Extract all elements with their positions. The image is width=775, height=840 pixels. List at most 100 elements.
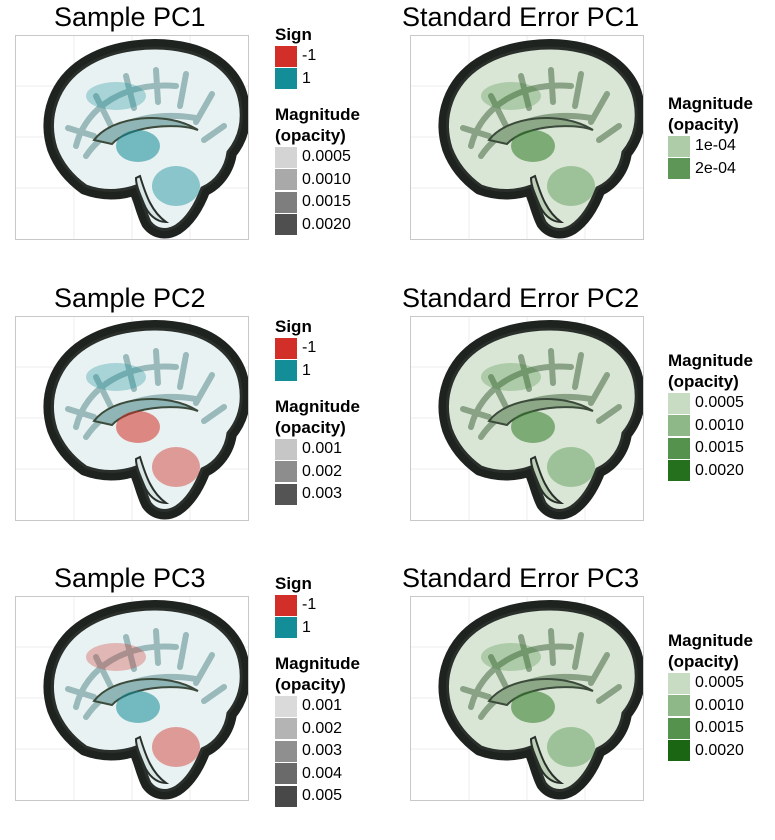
legend-label: 0.0015 <box>695 439 744 457</box>
activation-cerebellum <box>547 166 595 206</box>
activation-cortex <box>86 643 146 671</box>
brainstem <box>134 174 170 224</box>
legend-swatch <box>275 785 297 807</box>
legend-label: 1e-04 <box>695 137 736 155</box>
legend-label: 0.0005 <box>695 674 744 692</box>
legend-label: 0.005 <box>302 787 343 805</box>
panel-title-se-pc1: Standard Error PC1 <box>402 2 640 32</box>
legend-label: 0.0020 <box>695 461 744 479</box>
legend-title: Magnitude <box>275 105 360 124</box>
legend-entry: 0.002 <box>275 461 360 484</box>
brain-map-svg <box>411 317 643 520</box>
activation-cerebellum <box>152 727 200 767</box>
activation-cortex <box>481 363 541 391</box>
legend-label: 0.004 <box>302 764 343 782</box>
legend-swatch <box>668 135 690 157</box>
legend-title: Magnitude <box>668 631 753 650</box>
legend-label: -1 <box>302 339 317 357</box>
legend-swatch <box>275 360 297 382</box>
legend-entry: -1 <box>275 594 360 617</box>
legend-label: 1 <box>302 69 311 87</box>
legend-entry: 0.002 <box>275 718 360 741</box>
legend-label: 0.0020 <box>695 741 744 759</box>
legend-title: Sign <box>275 25 312 44</box>
legend-label: 0.0010 <box>695 416 744 434</box>
legend-entry: 0.0005 <box>668 672 753 695</box>
legend-entry: 0.004 <box>275 763 360 786</box>
legend-entry: 0.001 <box>275 695 360 718</box>
legend-label: -1 <box>302 47 317 65</box>
activation-cerebellum <box>547 447 595 487</box>
legend-entry: 0.0010 <box>668 695 753 718</box>
legend-label: 2e-04 <box>695 159 736 177</box>
legend-swatch <box>275 461 297 483</box>
legend-entry: 0.0020 <box>275 214 360 237</box>
panel-title-sample-pc3: Sample PC3 <box>54 563 206 593</box>
legend-swatch <box>275 68 297 90</box>
legend-swatch <box>275 740 297 762</box>
legend-title: Magnitude <box>275 397 360 416</box>
activation-cortex <box>481 643 541 671</box>
activation-thalamus <box>511 411 555 443</box>
legend-label: 0.001 <box>302 697 343 715</box>
legend-label: 0.003 <box>302 485 343 503</box>
activation-thalamus <box>116 411 160 443</box>
brain-map-svg <box>16 36 248 239</box>
legend-entry: 0.0010 <box>668 415 753 438</box>
legend-swatch <box>275 695 297 717</box>
legend-entry: 0.0020 <box>668 460 753 483</box>
legend-swatch <box>668 437 690 459</box>
legend-swatch <box>668 158 690 180</box>
activation-cortex <box>86 363 146 391</box>
sulci <box>460 628 622 720</box>
legend-swatch <box>275 718 297 740</box>
brainstem <box>134 455 170 505</box>
activation-cerebellum <box>152 447 200 487</box>
legend-swatch <box>668 695 690 717</box>
legend-swatch <box>275 763 297 785</box>
legend-entry: 1 <box>275 360 360 383</box>
legend-label: 0.002 <box>302 719 343 737</box>
legend-title: (opacity) <box>668 115 739 134</box>
legend-sample-pc3: Sign -1 1 Magnitude (opacity) 0.001 0.002 0.003… <box>275 573 360 808</box>
legend-entry: 1 <box>275 617 360 640</box>
legend-label: 0.0010 <box>302 170 351 188</box>
legend-label: 0.002 <box>302 462 343 480</box>
plot-area-sample-pc3 <box>15 596 249 801</box>
activation-thalamus <box>116 691 160 723</box>
legend-title: (opacity) <box>275 418 346 437</box>
brain-map-svg <box>411 36 643 239</box>
plot-area-se-pc1 <box>410 35 644 240</box>
legend-swatch <box>275 45 297 67</box>
brainstem <box>529 735 565 785</box>
legend-entry: -1 <box>275 337 360 360</box>
legend-label: 0.0020 <box>302 215 351 233</box>
panel-title-sample-pc1: Sample PC1 <box>54 2 206 32</box>
legend-swatch <box>275 617 297 639</box>
legend-entry: 0.005 <box>275 785 360 808</box>
legend-title: Sign <box>275 317 312 336</box>
legend-swatch <box>275 337 297 359</box>
legend-swatch <box>668 717 690 739</box>
legend-label: 0.003 <box>302 742 343 760</box>
legend-se-pc1: Magnitude (opacity) 1e-04 2e-04 <box>668 93 753 180</box>
legend-entry: 1 <box>275 68 360 91</box>
activation-thalamus <box>116 130 160 162</box>
brainstem <box>529 455 565 505</box>
legend-label: 0.0010 <box>695 696 744 714</box>
legend-label: 0.0005 <box>302 148 351 166</box>
plot-area-sample-pc1 <box>15 35 249 240</box>
activation-cortex <box>481 82 541 110</box>
legend-swatch <box>275 146 297 168</box>
plot-area-sample-pc2 <box>15 316 249 521</box>
legend-entry: 0.001 <box>275 438 360 461</box>
legend-entry: 0.0015 <box>668 717 753 740</box>
activation-cortex <box>86 82 146 110</box>
legend-swatch <box>275 594 297 616</box>
legend-entry: 0.0010 <box>275 169 360 192</box>
legend-swatch <box>275 191 297 213</box>
brain-map-svg <box>411 597 643 800</box>
legend-se-pc2: Magnitude (opacity) 0.0005 0.0010 0.0015 0.00… <box>668 350 753 482</box>
legend-entry: 0.0015 <box>275 191 360 214</box>
activation-thalamus <box>511 691 555 723</box>
